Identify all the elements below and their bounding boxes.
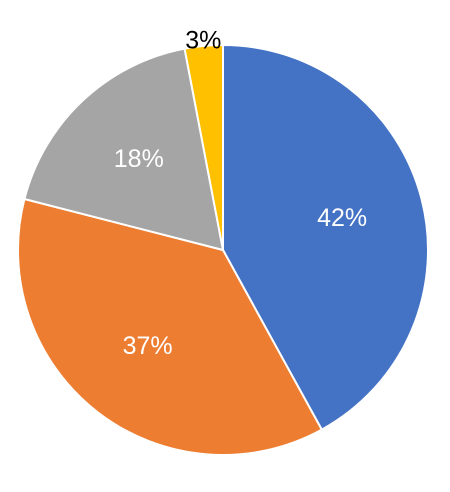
pie-slice-label-4: 3% [185,26,221,54]
pie-slice-4 [183,44,224,251]
pie-slice-1 [222,44,429,431]
pie-slice-3 [23,47,224,251]
pie-slice-label-1: 42% [317,204,367,232]
pie-slice-label-2: 37% [123,332,173,360]
pie-slice-label-3: 18% [114,145,164,173]
pie-slice-2 [17,198,323,456]
